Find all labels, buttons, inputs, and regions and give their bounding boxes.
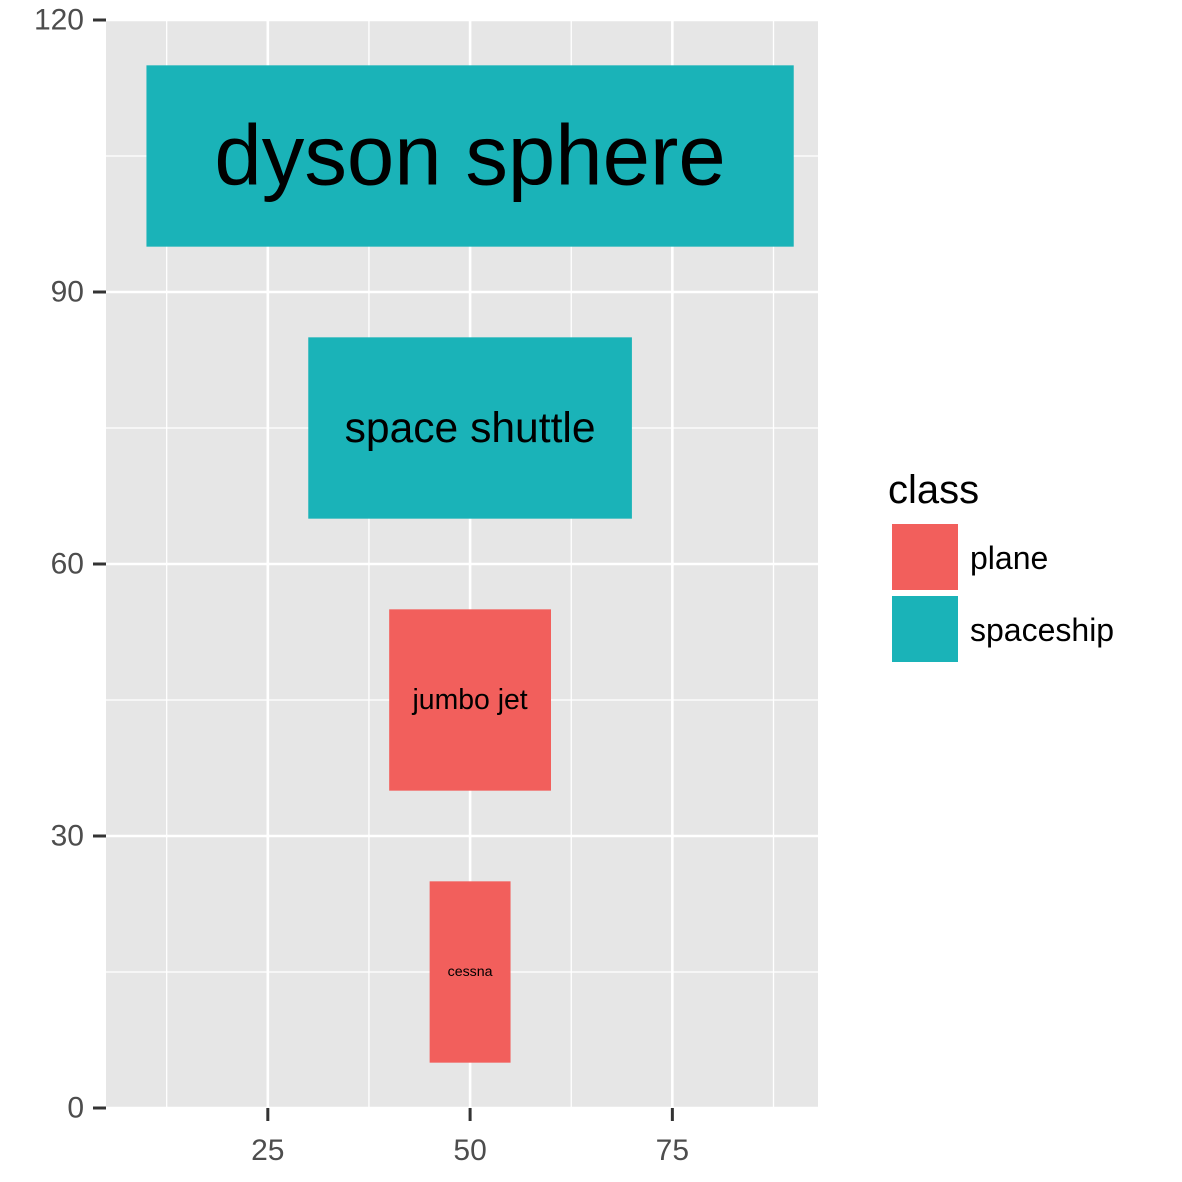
- legend-key-plane: [892, 524, 958, 590]
- bar-label-cessna: cessna: [448, 964, 493, 980]
- y-tick-label-3: 90: [51, 276, 84, 309]
- bar-dyson-sphere: [146, 65, 794, 247]
- bars: cessna jumbo jet space shuttle dyson sphere: [146, 65, 794, 1063]
- bar-space-shuttle: [308, 337, 632, 519]
- legend-label-spaceship: spaceship: [970, 612, 1114, 648]
- bar-jumbo-jet: [389, 609, 551, 791]
- bar-label-dyson-sphere: dyson sphere: [214, 109, 725, 204]
- legend: class plane spaceship: [888, 468, 1114, 662]
- bar-label-jumbo-jet: jumbo jet: [411, 684, 527, 716]
- x-tick-label-0: 25: [251, 1134, 284, 1167]
- bar-cessna: [429, 881, 511, 1063]
- x-tick-label-2: 75: [656, 1134, 689, 1167]
- x-tick-label-1: 50: [453, 1134, 486, 1167]
- legend-key-spaceship: [892, 596, 958, 662]
- y-tick-label-2: 60: [51, 548, 84, 581]
- y-tick-label-1: 30: [51, 820, 84, 853]
- legend-label-plane: plane: [970, 540, 1048, 576]
- axes: 0 30 60 90 120 25 50 75: [34, 4, 689, 1168]
- bar-label-space-shuttle: space shuttle: [345, 404, 596, 452]
- y-tick-label-4: 120: [34, 4, 84, 37]
- legend-title: class: [888, 468, 979, 512]
- y-tick-label-0: 0: [67, 1092, 84, 1125]
